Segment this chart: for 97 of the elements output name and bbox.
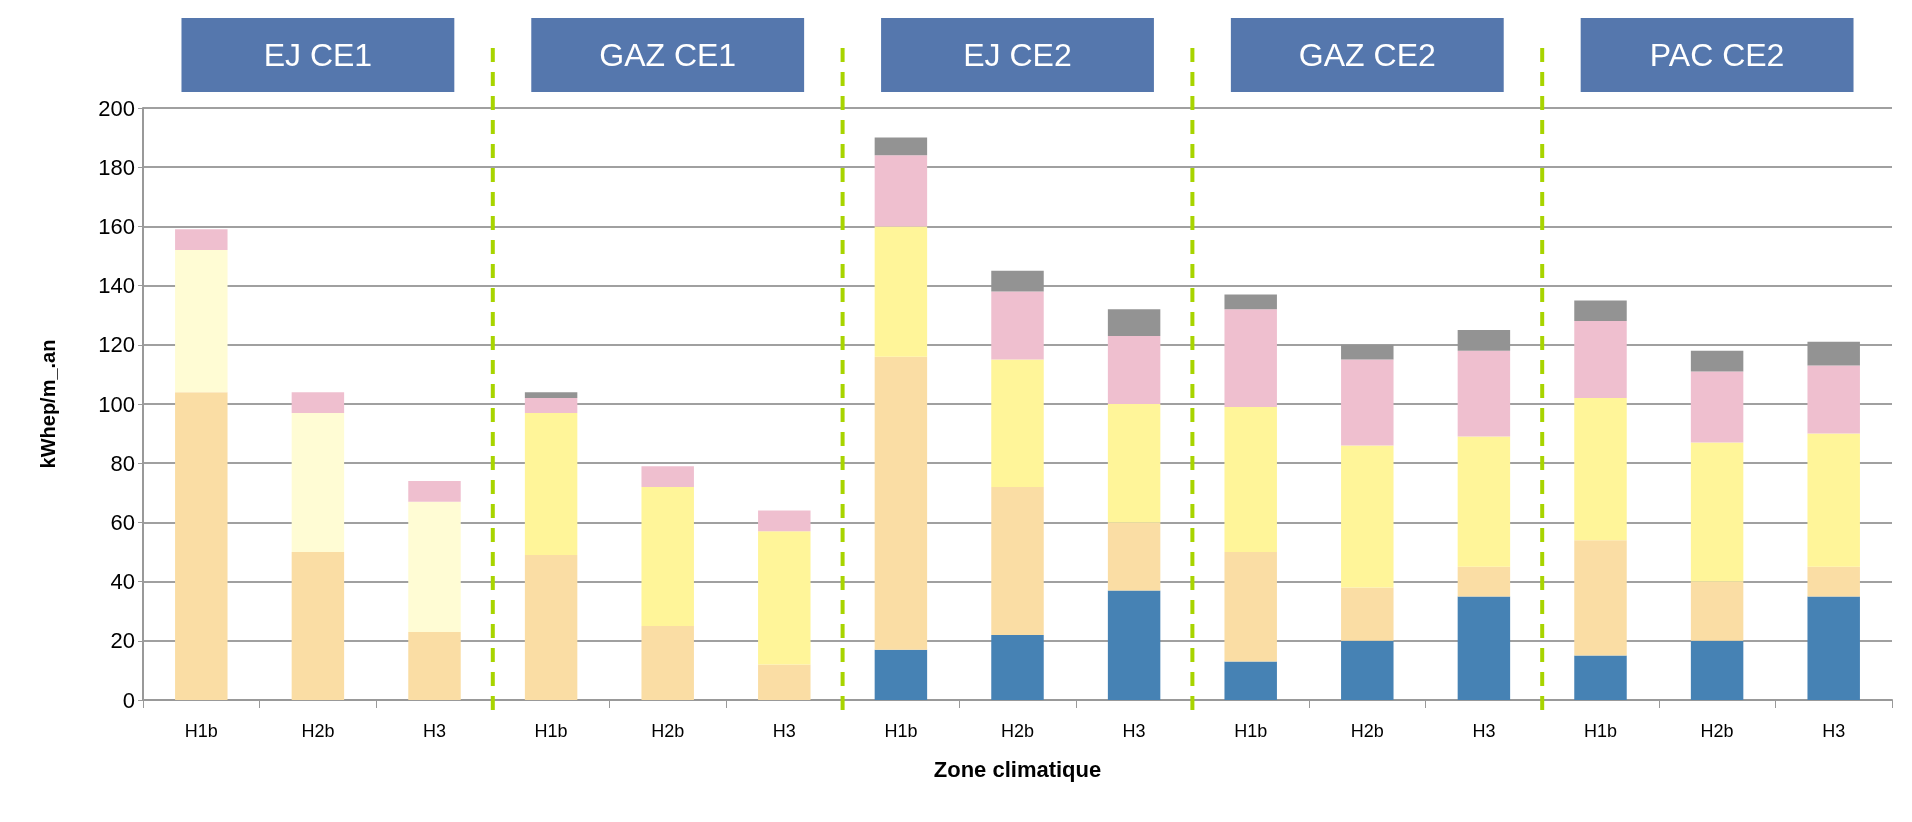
bar	[1457, 566, 1511, 597]
bar	[1807, 433, 1860, 567]
bar	[874, 226, 928, 357]
x-tick-label: H2b	[1000, 721, 1035, 741]
bar	[1107, 335, 1161, 404]
bar	[1224, 309, 1277, 407]
bar	[874, 155, 928, 227]
bar	[1807, 596, 1860, 700]
bar	[1107, 404, 1161, 523]
bar	[1107, 522, 1161, 591]
text: GAZ CE1	[599, 37, 737, 73]
bar	[991, 291, 1044, 360]
bar	[291, 552, 345, 700]
bar	[408, 631, 461, 700]
y-tick-label: 80	[110, 450, 135, 476]
x-tick-label: H2b	[1350, 721, 1384, 741]
x-tick-label: H3	[1472, 721, 1496, 741]
bar	[1574, 655, 1627, 700]
x-tick-label: H2b	[1700, 721, 1734, 741]
bar	[1224, 406, 1277, 552]
bar	[874, 649, 928, 700]
bar	[641, 466, 694, 487]
x-tick-label: H1b	[1234, 721, 1268, 741]
bar	[1457, 330, 1511, 351]
bar	[1574, 321, 1627, 399]
bar	[1224, 661, 1277, 700]
y-tick-label: 0	[122, 687, 135, 713]
bar	[1224, 552, 1277, 662]
x-tick-label: H1b	[184, 721, 218, 741]
bar	[874, 137, 928, 156]
y-tick-label: 180	[98, 154, 135, 180]
y-tick-label: 140	[98, 273, 135, 299]
bar	[1457, 596, 1511, 700]
text: EJ CE1	[263, 37, 373, 73]
bar	[641, 626, 694, 700]
bar	[1457, 350, 1511, 437]
bar	[758, 510, 811, 532]
text: EJ CE2	[963, 37, 1072, 73]
bar	[524, 554, 578, 700]
y-tick-label: 160	[98, 213, 135, 239]
bar	[1807, 566, 1860, 597]
x-tick-label: H2b	[651, 721, 685, 741]
bar	[1341, 359, 1394, 446]
bar	[408, 480, 461, 502]
text: PAC CE2	[1649, 37, 1785, 73]
bar	[1341, 445, 1394, 588]
bar	[991, 270, 1044, 292]
bar	[524, 398, 578, 413]
bar	[758, 531, 811, 665]
y-tick-label: 20	[110, 628, 135, 654]
bar	[175, 392, 228, 700]
bar	[1457, 436, 1511, 567]
bar	[1690, 371, 1744, 443]
y-tick-label: 200	[98, 95, 135, 121]
bar	[291, 392, 345, 413]
bar	[1690, 442, 1744, 582]
bar	[874, 356, 928, 650]
bar	[1574, 398, 1627, 541]
x-tick-label: H1b	[534, 721, 568, 741]
text: GAZ CE2	[1298, 37, 1436, 73]
x-tick-label: H3	[422, 721, 447, 741]
bar	[408, 501, 461, 632]
x-tick-label: H1b	[884, 721, 918, 741]
bar	[991, 486, 1044, 635]
x-tick-label: H1b	[1583, 721, 1618, 741]
bar	[1574, 540, 1627, 656]
bar	[524, 412, 578, 555]
x-tick-label: H3	[1822, 721, 1846, 741]
bar	[1107, 309, 1161, 336]
x-tick-label: H2b	[301, 721, 335, 741]
bar	[1107, 590, 1161, 700]
y-tick-label: 120	[98, 332, 135, 358]
x-tick-label: H3	[772, 721, 796, 741]
bar	[641, 486, 694, 626]
bar	[991, 359, 1044, 487]
bar	[1341, 587, 1394, 641]
bar	[175, 250, 228, 393]
bar	[1690, 581, 1744, 641]
bar	[1341, 640, 1394, 700]
y-tick-label: 40	[110, 569, 135, 595]
bar	[1341, 344, 1394, 360]
x-axis-title: Zone climatique	[933, 756, 1102, 782]
bar	[1690, 640, 1744, 700]
bar	[1574, 300, 1627, 322]
bar	[991, 634, 1044, 700]
bar	[1224, 294, 1277, 310]
bar	[291, 412, 345, 552]
y-tick-label: 100	[98, 391, 135, 417]
bar	[758, 664, 811, 700]
bar	[1690, 350, 1744, 372]
y-tick-label: 60	[110, 509, 135, 535]
bar	[175, 229, 228, 251]
x-tick-label: H3	[1122, 721, 1146, 741]
y-axis-title: kWhep/m_.an	[37, 339, 59, 469]
bar	[1807, 365, 1860, 434]
bar	[524, 392, 578, 399]
bar	[1807, 341, 1860, 366]
